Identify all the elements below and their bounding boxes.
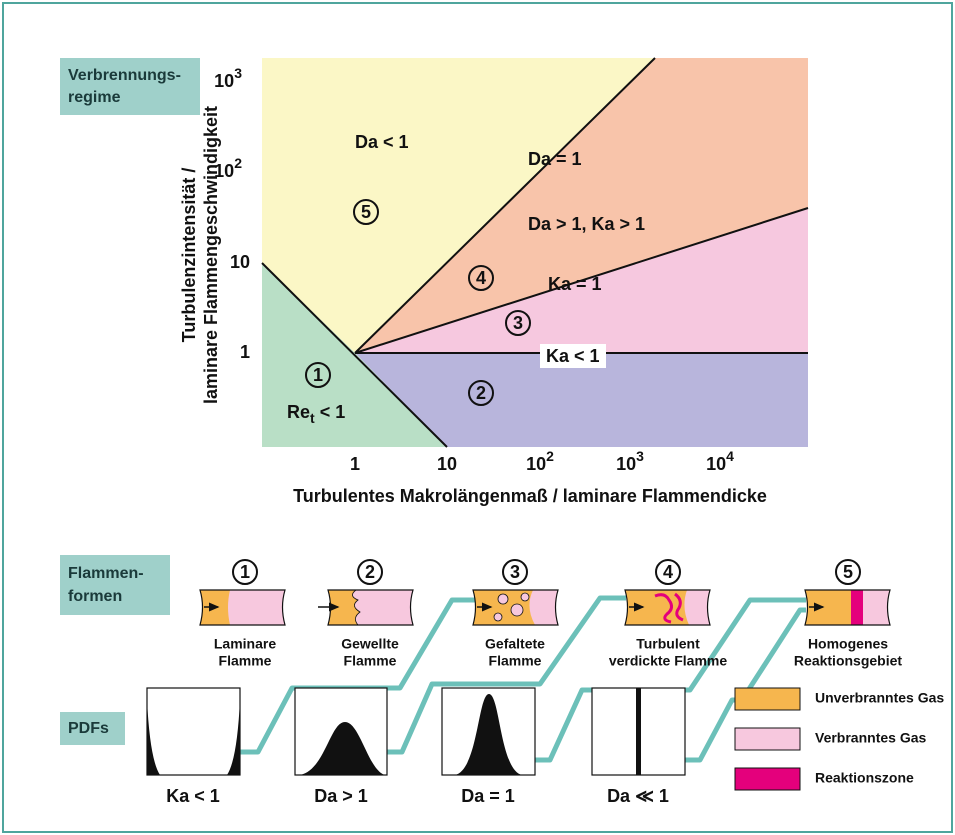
shape xyxy=(498,594,508,604)
text-part: 4 xyxy=(726,448,734,464)
region-label: Ka = 1 xyxy=(548,274,602,294)
y-tick-label: 10 xyxy=(230,252,250,272)
flame-caption: Gewellte xyxy=(341,636,399,652)
x-tick-label: 103 xyxy=(616,448,644,474)
legend: Unverbranntes Gas Verbranntes Gas Reakti… xyxy=(735,688,944,790)
pdf-label: Ka < 1 xyxy=(166,786,220,806)
region-label: Da < 1 xyxy=(355,132,409,152)
pdf-label: Da > 1 xyxy=(314,786,368,806)
flame-tube xyxy=(473,590,558,625)
x-tick-label: 1 xyxy=(350,454,360,474)
pdf-box: Da > 1 xyxy=(295,688,387,806)
flame-caption: Gefaltete xyxy=(485,636,545,652)
flame-caption: Reaktionsgebiet xyxy=(794,653,902,669)
shape xyxy=(494,613,502,621)
legend-label: Verbranntes Gas xyxy=(815,730,926,746)
pdf-label: Da ≪ 1 xyxy=(607,786,669,806)
shape xyxy=(636,688,641,775)
flame-caption: verdickte Flamme xyxy=(609,653,727,669)
legend-label: Unverbranntes Gas xyxy=(815,690,944,706)
text-part: 10 xyxy=(616,454,636,474)
section-label: formen xyxy=(68,588,122,605)
text-part: < 1 xyxy=(315,402,346,422)
regime-number: 5 xyxy=(361,202,371,222)
section-label: Verbrennungs- xyxy=(68,67,181,84)
flame-captions: Laminare Flamme Gewellte Flamme Gefaltet… xyxy=(214,636,903,669)
x-tick-label: 10 xyxy=(437,454,457,474)
shape xyxy=(851,590,863,625)
text-part: 2 xyxy=(546,448,554,464)
x-tick-label: 104 xyxy=(706,448,734,474)
shape xyxy=(511,604,523,616)
flame-caption: Laminare xyxy=(214,636,276,652)
shape xyxy=(521,593,529,601)
region-label: Ka < 1 xyxy=(546,346,600,366)
flame-number: 1 xyxy=(240,562,250,582)
flame-caption: Flamme xyxy=(219,653,272,669)
text-part: Re xyxy=(287,402,310,422)
section-label-box xyxy=(60,555,170,615)
flame-number: 5 xyxy=(843,562,853,582)
text-part: 3 xyxy=(234,65,242,81)
flame-tube xyxy=(200,590,285,625)
pdf-box: Da ≪ 1 xyxy=(592,688,685,806)
x-axis-title: Turbulentes Makrolängenmaß / laminare Fl… xyxy=(293,486,767,506)
text-part: 10 xyxy=(526,454,546,474)
y-tick-label: 1 xyxy=(240,342,250,362)
regime-number: 4 xyxy=(476,268,486,288)
section-label: PDFs xyxy=(68,720,109,737)
pdf-box: Da = 1 xyxy=(442,688,535,806)
flame-caption: Homogenes xyxy=(808,636,888,652)
flame-tube xyxy=(625,590,710,625)
shape xyxy=(735,688,800,710)
y-axis-title: Turbulenzintensität / xyxy=(179,168,199,343)
shape xyxy=(147,688,240,775)
section-label: regime xyxy=(68,89,121,106)
y-tick-label: 103 xyxy=(214,65,242,91)
flame-tube xyxy=(318,590,413,625)
x-tick-label: 102 xyxy=(526,448,554,474)
flame-caption: Flamme xyxy=(344,653,397,669)
regime-number: 1 xyxy=(313,365,323,385)
text-part: 2 xyxy=(234,155,242,171)
y-axis-title: laminare Flammengeschwindigkeit xyxy=(201,106,221,404)
text-part: 3 xyxy=(636,448,644,464)
region-label: Da = 1 xyxy=(528,149,582,169)
x-ticks: 1 10 102 103 104 xyxy=(350,448,734,474)
flame-caption: Flamme xyxy=(489,653,542,669)
regime-number: 3 xyxy=(513,313,523,333)
shape xyxy=(328,590,413,625)
figure: Verbrennungs- regime 1 10 102 103 1 10 1… xyxy=(0,0,955,835)
flame-caption: Turbulent xyxy=(636,636,700,652)
regime-number: 2 xyxy=(476,383,486,403)
flame-numbers: 1 2 3 4 5 xyxy=(233,560,860,584)
flame-number: 3 xyxy=(510,562,520,582)
shape xyxy=(735,768,800,790)
region-label: Da > 1, Ka > 1 xyxy=(528,214,645,234)
text-part: 10 xyxy=(214,71,234,91)
flame-tube xyxy=(805,590,890,625)
section-label: Flammen- xyxy=(68,565,144,582)
legend-label: Reaktionszone xyxy=(815,770,914,786)
text-part: 10 xyxy=(706,454,726,474)
flame-number: 2 xyxy=(365,562,375,582)
pdf-label: Da = 1 xyxy=(461,786,515,806)
pdf-box: Ka < 1 xyxy=(147,688,240,806)
flame-number: 4 xyxy=(663,562,673,582)
shape xyxy=(735,728,800,750)
